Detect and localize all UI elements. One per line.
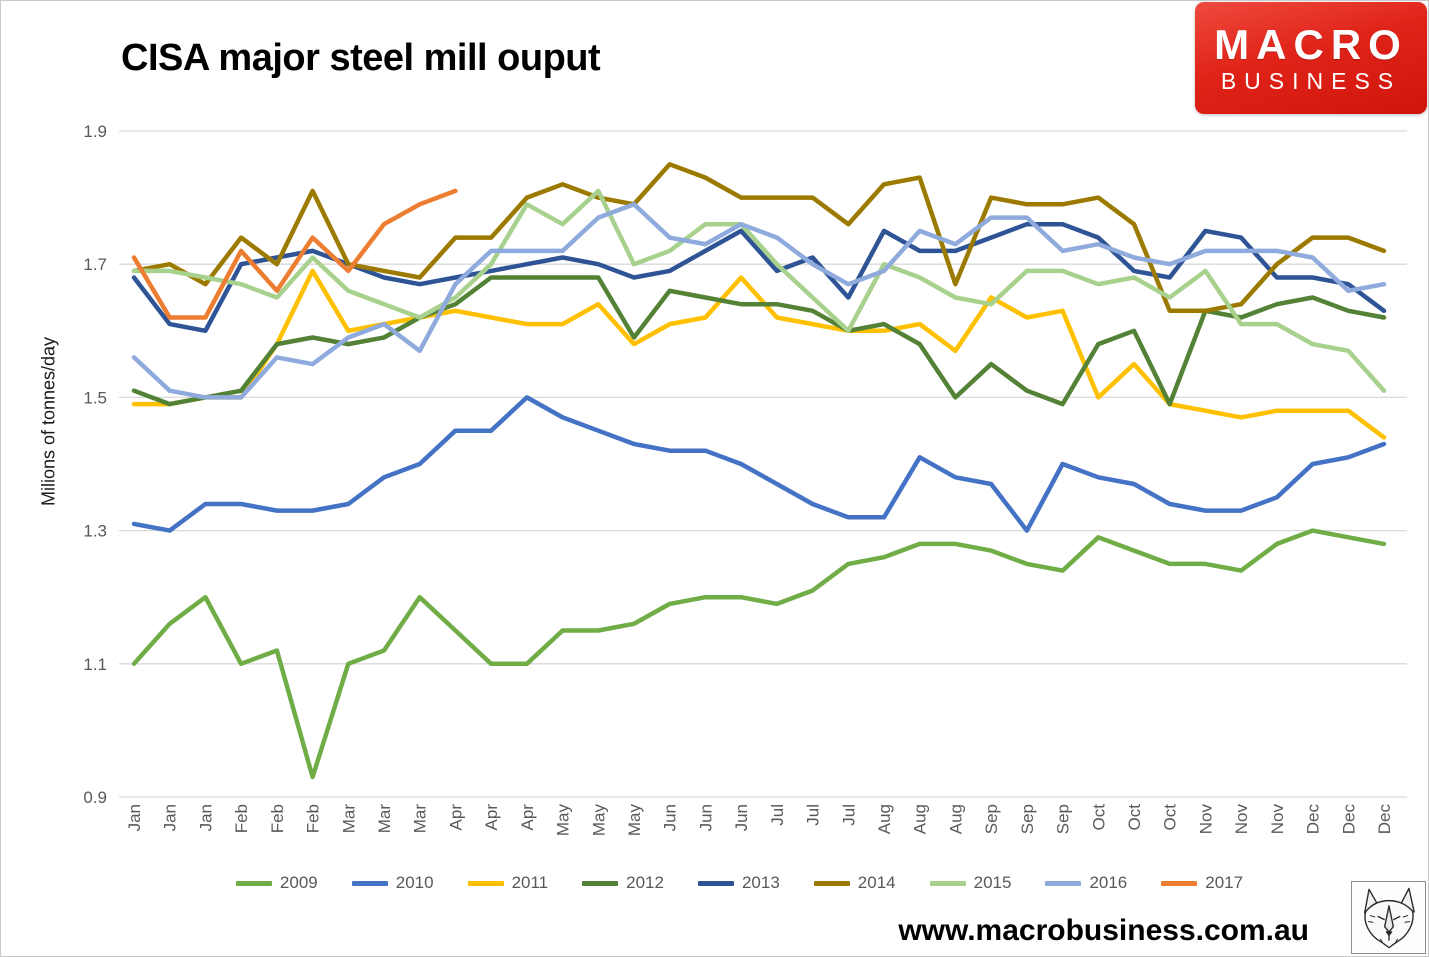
x-tick-label: May [554, 804, 573, 837]
x-tick-label: Sep [982, 804, 1001, 834]
series-line-2015 [131, 188, 1387, 393]
legend-item-2009: 2009 [235, 873, 318, 893]
y-tick-label: 1.5 [83, 388, 107, 407]
x-tick-label: Sep [1054, 804, 1073, 834]
legend-swatch-2015 [929, 880, 966, 886]
series-line-2011 [131, 268, 1387, 440]
legend-item-2013: 2013 [697, 873, 780, 893]
legend-label: 2012 [626, 873, 664, 892]
x-tick-label: Nov [1268, 804, 1287, 835]
y-tick-label: 1.1 [83, 655, 107, 674]
x-tick-label: Aug [911, 804, 930, 834]
x-tick-label: Aug [946, 804, 965, 834]
x-tick-label: Sep [1018, 804, 1037, 834]
legend-swatch-2012 [582, 880, 619, 886]
x-tick-label: Dec [1304, 804, 1323, 835]
series-line-2013 [131, 221, 1387, 334]
legend-item-2015: 2015 [929, 873, 1012, 893]
x-tick-label: Nov [1196, 804, 1215, 835]
x-tick-label: Oct [1125, 804, 1144, 831]
wolf-logo-frame [1351, 881, 1426, 954]
x-tick-label: Jul [804, 804, 823, 826]
series-line-2010 [131, 395, 1387, 533]
legend-label: 2011 [511, 873, 549, 892]
chart-title: CISA major steel mill ouput [121, 37, 601, 79]
x-tick-label: Jan [196, 804, 215, 831]
legend-item-2017: 2017 [1161, 873, 1243, 893]
x-tick-label: Jun [661, 804, 680, 831]
x-tick-label: Dec [1339, 804, 1358, 835]
series-line-2009 [131, 528, 1387, 780]
website-url: www.macrobusiness.com.au [898, 914, 1309, 947]
legend-label: 2013 [741, 873, 780, 892]
x-tick-label: Jun [732, 804, 751, 831]
legend-label: 2016 [1089, 873, 1128, 892]
x-tick-label: Mar [375, 804, 394, 834]
legend-label: 2017 [1205, 873, 1244, 892]
x-tick-label: Nov [1232, 804, 1251, 835]
x-tick-label: Jul [768, 804, 787, 826]
x-tick-label: Dec [1375, 804, 1394, 835]
legend-label: 2015 [973, 873, 1012, 892]
x-tick-label: Apr [446, 804, 465, 831]
x-tick-label: Oct [1161, 804, 1180, 831]
legend-item-2012: 2012 [582, 873, 664, 893]
logo-text-macro: MACRO [1214, 20, 1408, 68]
series-line-2014 [131, 162, 1387, 314]
logo-text-business: BUSINESS [1220, 67, 1402, 94]
x-tick-label: Feb [268, 804, 287, 833]
x-tick-label: Apr [482, 804, 501, 831]
x-tick-label: Jan [125, 804, 144, 831]
legend-label: 2009 [279, 873, 318, 892]
x-tick-label: Feb [304, 804, 323, 833]
legend-item-2014: 2014 [813, 873, 896, 893]
x-tick-label: Jul [839, 804, 858, 826]
legend-swatch-2014 [813, 880, 850, 886]
x-tick-label: Aug [875, 804, 894, 834]
x-tick-label: Jan [161, 804, 180, 831]
series-line-2017 [131, 188, 458, 320]
legend-swatch-2016 [1045, 880, 1082, 886]
legend-item-2010: 2010 [351, 873, 434, 893]
x-tick-label: May [625, 804, 644, 837]
x-tick-label: May [589, 804, 608, 837]
y-tick-label: 0.9 [83, 788, 107, 807]
macrobusiness-logo: MACRO BUSINESS [1195, 2, 1427, 114]
legend-label: 2014 [857, 873, 896, 892]
legend-swatch-2009 [235, 880, 272, 886]
y-tick-label: 1.9 [83, 122, 107, 141]
legend-item-2016: 2016 [1045, 873, 1127, 893]
x-tick-label: Jun [696, 804, 715, 831]
legend-item-2011: 2011 [467, 873, 549, 893]
x-tick-label: Apr [518, 804, 537, 831]
legend-swatch-2017 [1161, 880, 1198, 886]
legend-swatch-2013 [697, 880, 734, 886]
legend-swatch-2011 [467, 880, 504, 886]
x-tick-label: Feb [232, 804, 251, 833]
series-line-2016 [131, 202, 1387, 400]
legend-label: 2010 [395, 873, 434, 892]
x-tick-label: Oct [1089, 804, 1108, 831]
y-tick-label: 1.7 [83, 255, 107, 274]
x-tick-label: Mar [411, 804, 430, 834]
legend-swatch-2010 [351, 880, 388, 886]
x-tick-label: Mar [339, 804, 358, 834]
wolf-sketch-icon [1363, 887, 1415, 948]
chart-legend: 2009 2010 2011 2012 2013 2014 2015 2016 2017 [131, 873, 1348, 893]
y-tick-label: 1.3 [83, 522, 107, 541]
